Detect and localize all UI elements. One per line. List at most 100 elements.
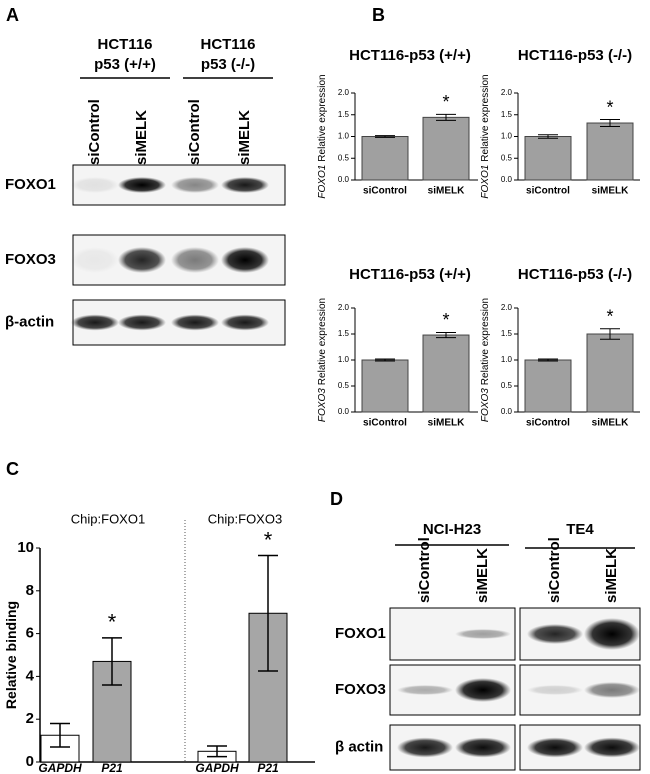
significance-label: * <box>442 310 449 330</box>
significance-label: * <box>606 97 613 117</box>
y-axis-text: Relative expression <box>480 74 491 161</box>
error-bar <box>600 119 620 127</box>
band <box>118 247 166 273</box>
lane-label: siMELK <box>603 548 620 603</box>
y-axis-gene: FOXO3 <box>480 388 491 422</box>
chart-title: HCT116-p53 (-/-) <box>518 47 632 64</box>
chart-title: HCT116-p53 (+/+) <box>349 47 471 64</box>
y-tick-label: 10 <box>17 539 34 556</box>
lane-label: siControl <box>86 99 103 165</box>
bar <box>361 359 409 413</box>
y-axis-label: FOXO1 Relative expression <box>480 74 491 198</box>
y-tick-label: 0.5 <box>338 153 350 162</box>
error-bar <box>375 135 395 138</box>
error-bar <box>538 134 558 139</box>
y-tick-label: 0.0 <box>338 407 350 416</box>
row-label: FOXO1 <box>335 625 386 642</box>
y-tick-label: 1.0 <box>338 132 350 141</box>
error-bar <box>538 358 558 362</box>
y-axis-label: FOXO3 Relative expression <box>480 298 491 422</box>
bar <box>422 116 470 181</box>
x-tick-label: GAPDH <box>38 761 82 774</box>
x-tick-label: siMELK <box>592 418 629 429</box>
band <box>118 177 166 193</box>
error-bar <box>102 637 122 686</box>
band <box>221 177 269 193</box>
row-label: FOXO3 <box>335 681 386 698</box>
y-tick-label: 1.5 <box>501 329 513 338</box>
y-tick-label: 2 <box>26 710 34 727</box>
y-tick-label: 1.5 <box>338 110 350 119</box>
panel-label: B <box>372 5 385 25</box>
group-header: p53 (-/-) <box>201 56 255 73</box>
group-header: NCI-H23 <box>423 521 481 538</box>
band <box>221 247 269 273</box>
error-bar <box>600 328 620 340</box>
bar <box>361 136 409 181</box>
y-axis-gene: FOXO3 <box>317 388 328 422</box>
group-header: HCT116 <box>97 36 152 53</box>
bar <box>586 122 634 181</box>
group-header: p53 (+/+) <box>94 56 156 73</box>
y-tick-label: 4 <box>26 667 35 684</box>
bar <box>422 334 470 413</box>
y-tick-label: 0.5 <box>501 153 513 162</box>
y-tick-label: 0.5 <box>338 381 350 390</box>
band <box>71 314 119 331</box>
band <box>455 737 511 758</box>
y-tick-label: 1.0 <box>338 355 350 364</box>
lane-label: siControl <box>546 537 563 603</box>
lane-label: siControl <box>416 537 433 603</box>
error-bar <box>436 331 456 339</box>
band <box>584 682 640 698</box>
x-tick-label: P21 <box>101 761 123 774</box>
error-bar <box>50 722 70 748</box>
group-title: Chip:FOXO1 <box>71 511 145 526</box>
y-axis-label: FOXO1 Relative expression <box>317 74 328 198</box>
x-tick-label: siMELK <box>428 186 465 197</box>
band <box>527 624 583 644</box>
y-tick-label: 1.5 <box>501 110 513 119</box>
y-tick-label: 2.0 <box>338 88 350 97</box>
y-tick-label: 2.0 <box>501 88 513 97</box>
x-tick-label: P21 <box>257 761 279 774</box>
x-tick-label: siMELK <box>592 186 629 197</box>
panel-label: A <box>6 5 19 25</box>
band <box>455 629 511 639</box>
band <box>171 247 219 273</box>
significance-label: * <box>606 307 613 327</box>
y-axis-label: FOXO3 Relative expression <box>317 298 328 422</box>
y-axis-gene: FOXO1 <box>317 165 328 199</box>
lane-label: siMELK <box>236 110 253 165</box>
y-tick-label: 8 <box>26 582 34 599</box>
bar <box>586 333 634 413</box>
error-bar <box>375 358 395 362</box>
y-axis-text: Relative expression <box>480 298 491 385</box>
y-tick-label: 1.0 <box>501 355 513 364</box>
y-axis-text: Relative binding <box>3 601 19 709</box>
band <box>118 314 166 331</box>
y-axis-text: Relative expression <box>317 298 328 385</box>
y-axis-gene: FOXO1 <box>480 165 491 199</box>
significance-label: * <box>442 92 449 112</box>
band <box>397 737 453 758</box>
y-tick-label: 0.0 <box>501 407 513 416</box>
row-label: β-actin <box>5 313 54 330</box>
group-title: Chip:FOXO3 <box>208 511 282 526</box>
band <box>527 737 583 758</box>
chart-title: HCT116-p53 (-/-) <box>518 266 632 283</box>
y-tick-label: 0.0 <box>501 175 513 184</box>
error-bar <box>258 554 278 672</box>
chart-title: HCT116-p53 (+/+) <box>349 266 471 283</box>
band <box>584 737 640 758</box>
band <box>527 685 583 695</box>
y-axis-text: Relative expression <box>317 74 328 161</box>
row-label: β actin <box>335 738 383 755</box>
x-tick-label: siControl <box>526 186 570 197</box>
band <box>171 177 219 193</box>
band <box>397 685 453 695</box>
band <box>71 247 119 273</box>
band <box>171 314 219 331</box>
y-tick-label: 0.0 <box>338 175 350 184</box>
